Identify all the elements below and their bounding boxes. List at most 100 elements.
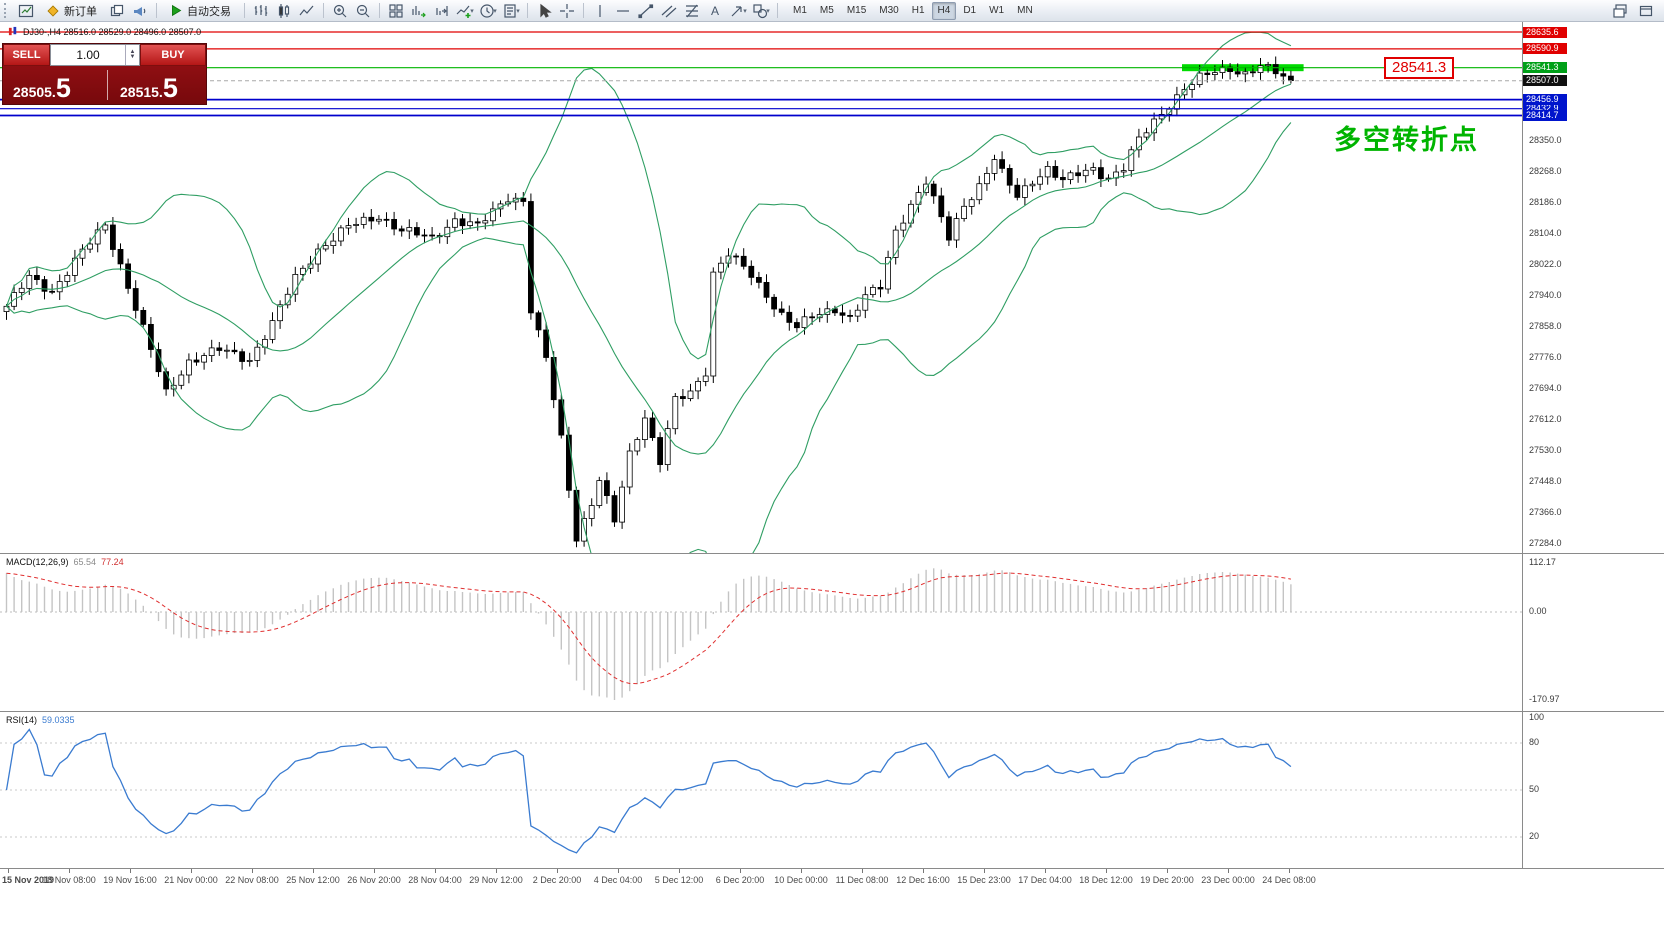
chart-shift-icon[interactable] — [431, 1, 453, 21]
timeframe-button-m1[interactable]: M1 — [787, 2, 813, 20]
price-callout[interactable]: 28541.3 — [1384, 57, 1455, 79]
horizontal-line-tool-icon[interactable] — [612, 1, 634, 21]
new-order-button[interactable]: 新订单 — [38, 1, 105, 21]
macd-label: MACD(12,26,9) 65.54 77.24 — [6, 557, 124, 567]
indicators-icon[interactable]: ▾ — [454, 1, 476, 21]
volume-value: 1.00 — [76, 48, 100, 62]
symbol-header: DJ30-,H4 28516.0 28529.0 28496.0 28507.0 — [8, 26, 201, 37]
sell-button[interactable]: SELL — [3, 44, 50, 66]
timeframe-button-h4[interactable]: H4 — [931, 1, 957, 20]
auto-scroll-icon[interactable] — [408, 1, 430, 21]
toolbar-separator — [527, 3, 528, 18]
price-axis-label: 27366.0 — [1529, 507, 1562, 517]
time-axis-tick — [557, 869, 558, 873]
timeframe-button-m30[interactable]: M30 — [873, 2, 904, 20]
panel-divider[interactable] — [0, 711, 1664, 712]
auto-trading-button[interactable]: 自动交易 — [162, 1, 239, 21]
main-toolbar: 新订单 自动交易 — [0, 0, 1664, 22]
time-axis-label: 18 Nov 08:00 — [42, 875, 96, 885]
time-axis-tick — [435, 869, 436, 873]
time-axis-label: 19 Dec 20:00 — [1140, 875, 1194, 885]
channel-tool-icon[interactable] — [658, 1, 680, 21]
rsi-axis-label: 100 — [1529, 712, 1545, 722]
fibonacci-tool-icon[interactable] — [681, 1, 703, 21]
panel-divider[interactable] — [0, 553, 1664, 554]
time-axis-tick — [1106, 869, 1107, 873]
timeframe-button-m5[interactable]: M5 — [814, 2, 840, 20]
macd-axis-label: 0.00 — [1529, 606, 1547, 616]
price-axis-label: 27940.0 — [1529, 290, 1562, 300]
window-menu-icon[interactable] — [1635, 1, 1657, 21]
chart-annotation[interactable]: 多空转折点 — [1334, 125, 1479, 155]
time-axis-tick — [618, 869, 619, 873]
timeframe-button-m15[interactable]: M15 — [841, 2, 872, 20]
time-axis-tick — [313, 869, 314, 873]
templates-icon[interactable]: ▾ — [500, 1, 522, 21]
volume-spinner[interactable]: ▲ ▼ — [125, 45, 139, 65]
timeframe-button-w1[interactable]: W1 — [983, 2, 1010, 20]
rsi-chart[interactable] — [0, 712, 1522, 868]
time-axis-label: 19 Nov 16:00 — [103, 875, 157, 885]
time-axis-label: 25 Nov 12:00 — [286, 875, 340, 885]
time-axis-label: 15 Dec 23:00 — [957, 875, 1011, 885]
timeframe-button-h1[interactable]: H1 — [906, 2, 931, 20]
zoom-out-icon[interactable] — [352, 1, 374, 21]
new-chart-icon[interactable] — [15, 1, 37, 21]
time-axis-label: 17 Dec 04:00 — [1018, 875, 1072, 885]
shapes-tool-icon[interactable]: ▾ — [750, 1, 772, 21]
time-axis-label: 11 Dec 08:00 — [835, 875, 889, 885]
rsi-axis-label: 20 — [1529, 831, 1540, 841]
cursor-icon[interactable] — [533, 1, 555, 21]
trendline-tool-icon[interactable] — [635, 1, 657, 21]
candlestick-chart-icon[interactable] — [273, 1, 295, 21]
price-axis-label: 28104.0 — [1529, 228, 1562, 238]
macd-panel: MACD(12,26,9) 65.54 77.24 — [0, 554, 1522, 710]
rsi-label: RSI(14) 59.0335 — [6, 715, 75, 725]
dropdown-caret: ▾ — [743, 7, 747, 15]
time-axis[interactable]: 15 Nov 2019 18 Nov 08:00 19 Nov 16:00 21 No… — [0, 869, 1664, 895]
candlestick-chart[interactable] — [0, 22, 1522, 636]
price-axis-border — [1522, 22, 1523, 869]
time-axis-label: 18 Dec 12:00 — [1079, 875, 1133, 885]
dropdown-caret: ▾ — [766, 7, 770, 15]
dropdown-caret: ▾ — [516, 7, 520, 15]
toolbar-separator — [583, 3, 584, 18]
buy-price: 28515. 5 — [120, 73, 178, 103]
toolbar-grip[interactable] — [4, 3, 11, 18]
bar-chart-icon[interactable] — [250, 1, 272, 21]
price-axis-label: 28022.0 — [1529, 259, 1562, 269]
toolbar-right-icons — [1609, 1, 1661, 21]
volume-field[interactable]: 1.00 ▲ ▼ — [50, 44, 140, 66]
main-price-axis[interactable]: 28350.0 28268.0 28186.0 28104.0 28022.0 27940… — [1523, 22, 1664, 553]
line-chart-icon[interactable] — [296, 1, 318, 21]
macd-chart[interactable] — [0, 554, 1522, 710]
zoom-in-icon[interactable] — [329, 1, 351, 21]
timeframe-toolbar: M1 M5 M15 M30 H1 H4 D1 W1 MN — [787, 1, 1039, 20]
time-axis-label: 21 Nov 00:00 — [164, 875, 218, 885]
symbol-candle-icon — [8, 26, 17, 36]
periods-icon[interactable]: ▾ — [477, 1, 499, 21]
time-axis-tick — [1045, 869, 1046, 873]
time-axis-label: 24 Dec 08:00 — [1262, 875, 1316, 885]
macd-axis-label: -170.97 — [1529, 694, 1560, 704]
price-axis-label: 27612.0 — [1529, 414, 1562, 424]
timeframe-button-d1[interactable]: D1 — [957, 2, 982, 20]
timeframe-button-mn[interactable]: MN — [1011, 2, 1039, 20]
time-axis-tick — [984, 869, 985, 873]
time-axis-tick — [191, 869, 192, 873]
symbol-ohlc-text: DJ30-,H4 28516.0 28529.0 28496.0 28507.0 — [23, 26, 202, 37]
alerts-icon[interactable] — [129, 1, 151, 21]
window-restore-icon[interactable] — [1609, 1, 1631, 21]
tile-windows-icon[interactable] — [385, 1, 407, 21]
vertical-line-tool-icon[interactable] — [589, 1, 611, 21]
profiles-icon[interactable] — [106, 1, 128, 21]
buy-button[interactable]: BUY — [140, 44, 206, 66]
time-axis-tick — [252, 869, 253, 873]
arrows-tool-icon[interactable]: ▾ — [727, 1, 749, 21]
price-divider — [107, 70, 108, 100]
text-tool-icon[interactable]: A — [704, 1, 726, 21]
auto-trading-label: 自动交易 — [187, 5, 231, 18]
time-axis-label: 4 Dec 04:00 — [593, 875, 643, 885]
crosshair-icon[interactable] — [556, 1, 578, 21]
